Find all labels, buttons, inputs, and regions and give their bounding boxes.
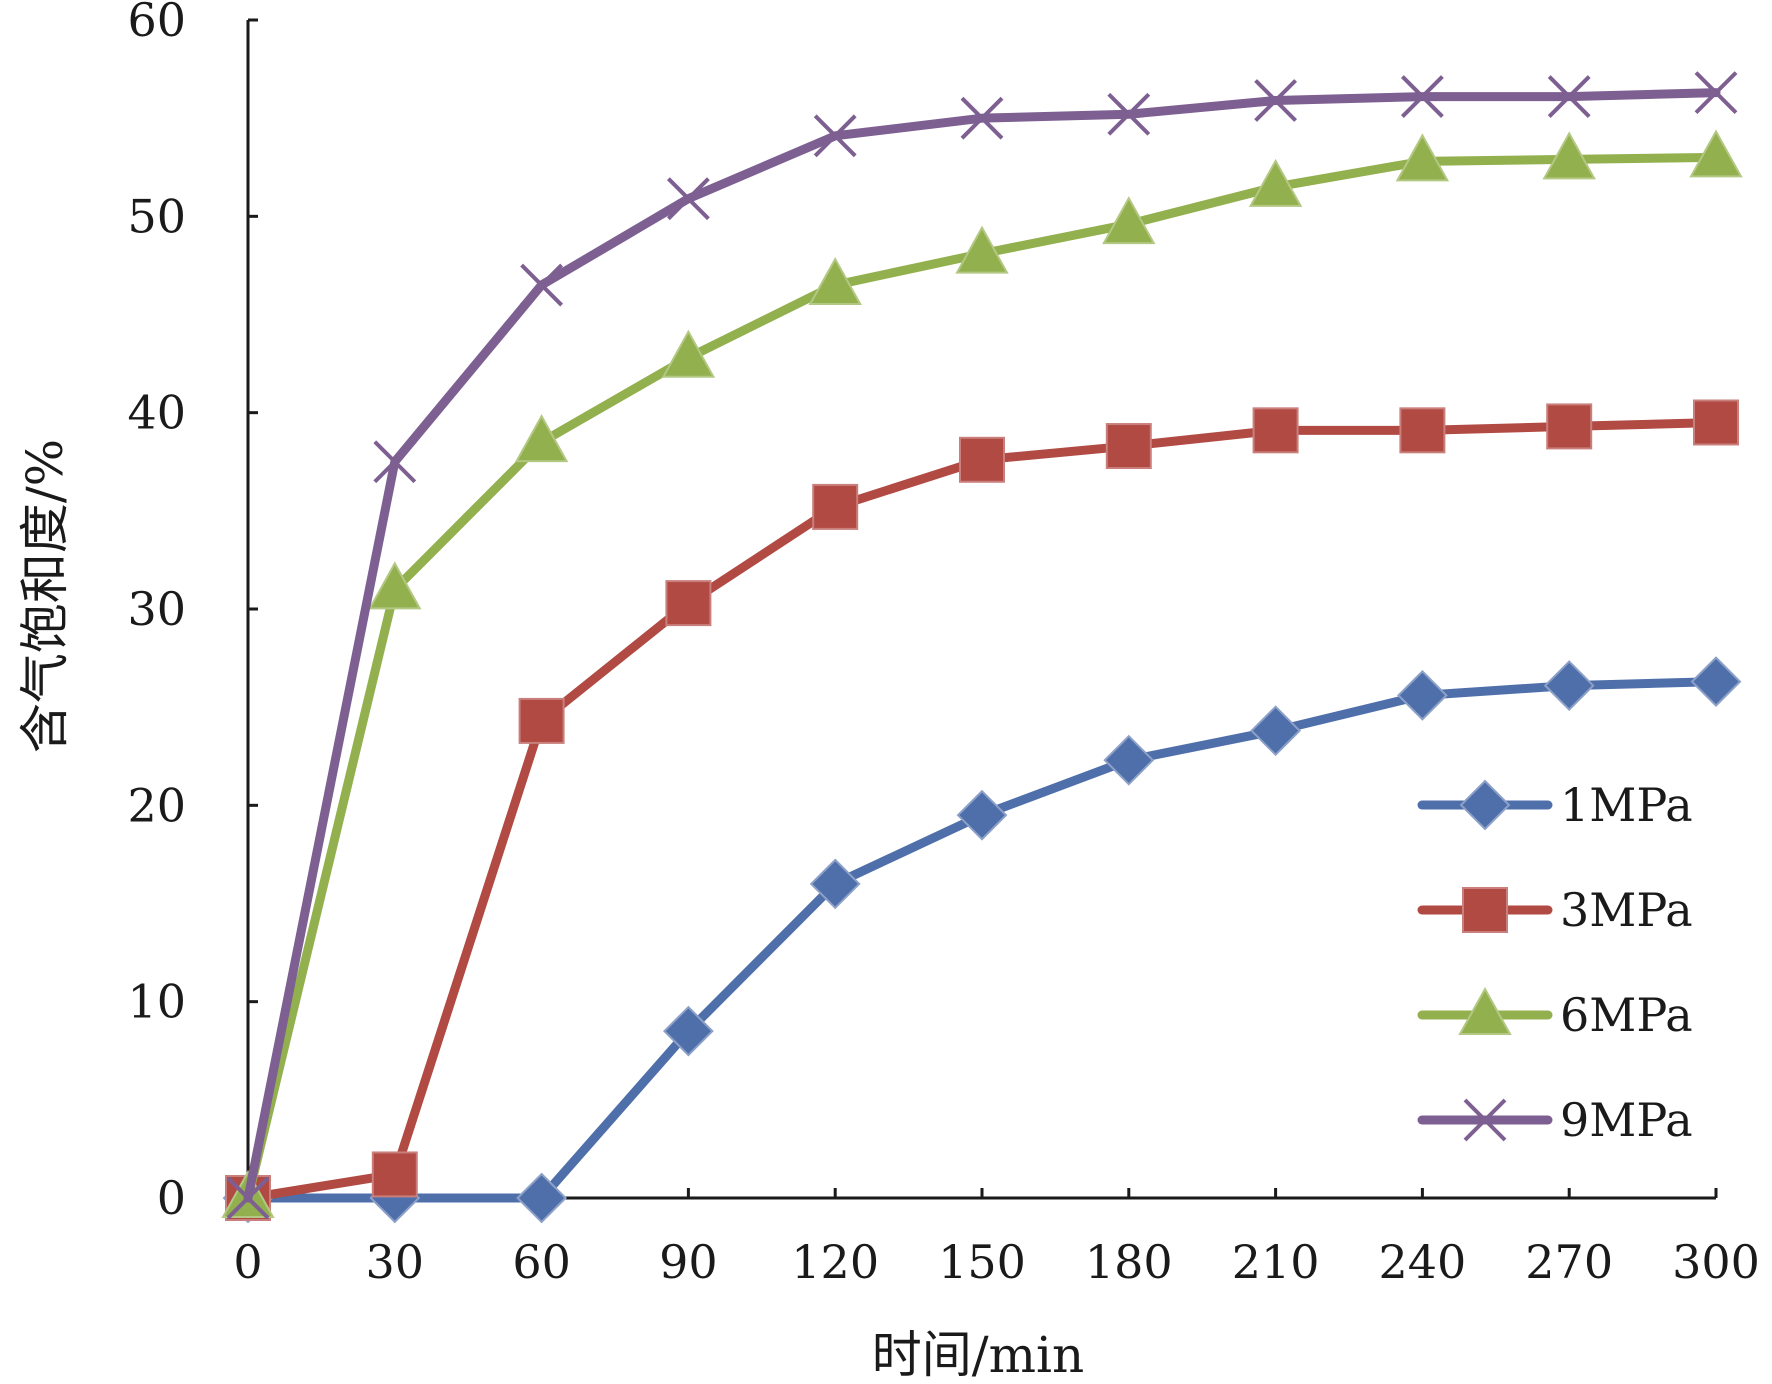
data-point xyxy=(809,858,861,910)
y-tick-label: 0 xyxy=(157,1171,186,1225)
series-3MPa xyxy=(225,399,1739,1221)
x-tick-label: 30 xyxy=(366,1235,425,1289)
data-point xyxy=(516,1172,568,1224)
data-point xyxy=(661,329,716,378)
series-6MPa xyxy=(221,129,1743,1218)
data-point xyxy=(960,96,1004,140)
data-point xyxy=(1693,399,1739,446)
series-9MPa xyxy=(226,71,1738,1220)
y-tick-label: 50 xyxy=(127,189,186,243)
data-point xyxy=(1395,133,1450,182)
legend-label: 3MPa xyxy=(1560,883,1693,937)
legend-item: 3MPa xyxy=(1417,883,1693,937)
y-axis-title: 含气饱和度/% xyxy=(16,439,74,753)
data-point xyxy=(1252,407,1299,454)
y-tick-label: 40 xyxy=(127,386,186,440)
data-point xyxy=(665,580,712,627)
legend-marker xyxy=(1459,779,1511,831)
y-tick-label: 20 xyxy=(127,778,186,832)
x-tick-label: 270 xyxy=(1525,1235,1613,1289)
x-tick-label: 120 xyxy=(791,1235,879,1289)
data-point xyxy=(1250,705,1302,757)
x-tick-label: 210 xyxy=(1232,1235,1320,1289)
data-point xyxy=(959,436,1005,483)
data-point xyxy=(1254,79,1298,122)
legend-label: 1MPa xyxy=(1560,778,1693,832)
legend-marker xyxy=(1463,1098,1507,1142)
x-tick-label: 60 xyxy=(512,1235,571,1289)
y-tick-label: 30 xyxy=(127,582,186,636)
data-point xyxy=(1399,407,1446,454)
data-point xyxy=(1105,423,1152,470)
data-point xyxy=(368,561,422,610)
data-point xyxy=(1542,131,1596,180)
legend: 1MPa 3MPa 6MPa 9MPa xyxy=(1417,778,1693,1147)
legend-item: 1MPa xyxy=(1417,778,1693,832)
data-point xyxy=(956,789,1008,841)
axes: 0 10 20 30 40 50 60 0 30 60 90 120 150 180 210 240 270 30… xyxy=(127,0,1759,1289)
x-tick-label: 300 xyxy=(1672,1235,1760,1289)
data-point xyxy=(813,114,857,158)
data-point xyxy=(373,440,417,484)
x-axis-title: 时间/min xyxy=(872,1326,1084,1384)
legend-marker xyxy=(1462,887,1508,933)
x-tick-label: 0 xyxy=(233,1235,262,1289)
data-point xyxy=(1547,75,1591,118)
series-line xyxy=(243,152,1721,1203)
data-point xyxy=(1546,403,1593,450)
data-point xyxy=(1689,129,1743,178)
data-point xyxy=(662,1005,714,1057)
data-point xyxy=(1543,660,1595,711)
legend-item: 9MPa xyxy=(1417,1093,1693,1147)
y-tick-label: 60 xyxy=(127,0,186,47)
data-point xyxy=(520,263,564,307)
x-tick-label: 150 xyxy=(938,1235,1026,1289)
data-point xyxy=(1694,71,1738,115)
data-point xyxy=(955,225,1009,274)
legend-label: 6MPa xyxy=(1560,988,1693,1042)
data-point xyxy=(666,177,710,221)
x-tick-label: 180 xyxy=(1085,1235,1173,1289)
data-point xyxy=(1690,656,1742,708)
data-point xyxy=(514,414,569,463)
data-point xyxy=(808,256,862,306)
legend-marker xyxy=(1458,986,1512,1035)
legend-item: 6MPa xyxy=(1417,986,1693,1042)
data-point xyxy=(226,1176,270,1220)
y-tick-label: 10 xyxy=(127,975,186,1029)
data-point xyxy=(1102,196,1156,245)
data-point xyxy=(371,1151,418,1198)
data-point xyxy=(812,483,859,530)
data-point xyxy=(1107,92,1151,136)
x-tick-label: 240 xyxy=(1378,1235,1466,1289)
data-point xyxy=(1103,734,1155,786)
legend-label: 9MPa xyxy=(1560,1093,1693,1147)
data-point xyxy=(1248,158,1303,207)
data-point xyxy=(518,697,565,744)
series-1MPa xyxy=(222,656,1742,1224)
x-tick-label: 90 xyxy=(659,1235,718,1289)
data-point xyxy=(1400,75,1444,118)
data-point xyxy=(1396,669,1448,721)
series-layer xyxy=(221,71,1743,1224)
